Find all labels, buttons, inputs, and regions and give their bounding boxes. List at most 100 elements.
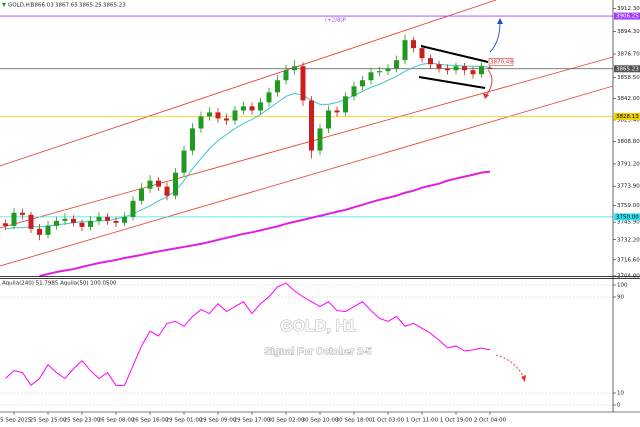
price-tag-label: 3870.49 (490, 60, 513, 66)
symbol-title: GOLD,H1 (8, 3, 33, 9)
y-tick-label: 3912.30 (617, 6, 640, 12)
candle-body (232, 110, 238, 121)
candle-body (292, 66, 297, 71)
header-high: 3867.65 (55, 3, 78, 9)
y-tick-label: 3745.90 (617, 220, 640, 226)
candle-body (190, 128, 195, 151)
candle-body (479, 66, 484, 75)
x-tick-label: 1 Oct 11:00 (406, 418, 439, 424)
y-tick-label: 90 (617, 295, 624, 301)
candle-body (96, 216, 102, 221)
candle-body (385, 68, 391, 72)
price-tag (488, 58, 514, 66)
x-tick-label: 30 Sep 18:00 (336, 418, 373, 424)
price-tag-label: 3750.00 (616, 214, 639, 220)
level-note: (+2/8)P (325, 18, 347, 24)
price-tag-label: 3828.13 (616, 114, 639, 120)
y-tick-label: 3858.50 (617, 75, 640, 81)
x-tick-label: 29 Sep 01:00 (166, 418, 203, 424)
candle-body (45, 225, 51, 235)
channel-upper (0, 0, 497, 167)
candle-body (181, 150, 187, 173)
y-tick-label: 3704.00 (617, 274, 640, 280)
watermark: GOLD, H1 (280, 318, 356, 335)
candle-body (173, 172, 178, 196)
y-tick-label: 3716.60 (617, 257, 640, 263)
header-close: 3865.23 (103, 3, 126, 9)
x-tick-label: 26 Sep 16:00 (132, 418, 169, 424)
triangle-upper (420, 45, 489, 63)
arrow-up-head (497, 18, 503, 24)
candle-body (224, 118, 229, 121)
candle-body (377, 71, 382, 73)
indicator-arrow-head (521, 375, 526, 382)
x-tick-label: 25 Sep 15:00 (30, 418, 67, 424)
y-tick-label: 100 (617, 283, 628, 289)
candle-body (309, 100, 314, 151)
candle-body (368, 72, 374, 81)
candle-body (79, 222, 85, 227)
channel-middle (0, 56, 614, 229)
candle-body (71, 218, 76, 223)
price-tag-label: 3906.25 (616, 14, 639, 20)
moving-average (39, 170, 491, 277)
candle-body (258, 102, 263, 111)
candle-body (139, 188, 144, 201)
x-tick-label: 25 Sep 2025 (0, 418, 32, 424)
y-tick-label: 3773.90 (617, 184, 640, 190)
candle-body (428, 58, 433, 65)
arrow-down-head (483, 93, 489, 99)
x-tick-label: 30 Sep 02:00 (268, 418, 305, 424)
candle-body (164, 186, 170, 196)
candle-body (300, 66, 306, 101)
channel-lower (0, 85, 614, 267)
y-tick-label: 3894.30 (617, 29, 640, 35)
candle-body (105, 216, 110, 221)
candle-body (122, 216, 127, 223)
header-open: 3866.03 (31, 3, 54, 9)
price-tag (614, 65, 640, 73)
candle-body (470, 70, 476, 75)
indicator-line (5, 282, 491, 387)
arrow-up (489, 21, 501, 53)
price-tag (614, 213, 640, 221)
candle-body (88, 220, 93, 227)
candle-body (207, 112, 212, 117)
y-tick-label: 3732.20 (617, 237, 640, 243)
candle-body (20, 212, 25, 215)
candle-body (266, 92, 272, 103)
candle-body (487, 67, 493, 69)
marks (0, 15, 613, 406)
candle-body (3, 223, 8, 226)
candle-body (241, 106, 246, 111)
signal-subtitle: Signal For October 2-5 (264, 347, 372, 358)
price-tag (614, 112, 640, 120)
candle-body (334, 110, 340, 113)
candle-body (283, 70, 289, 81)
candle-body (402, 40, 408, 61)
candle-body (445, 68, 450, 71)
header-low: 3865.25 (79, 3, 102, 9)
x-tick-label: 29 Sep 09:00 (200, 418, 237, 424)
y-tick-label: 10 (617, 391, 624, 397)
x-tick-label: 1 Oct 03:00 (372, 418, 405, 424)
candle-body (130, 200, 136, 217)
moving-average (5, 62, 491, 230)
y-tick-label: 3825.40 (617, 117, 640, 123)
candle-body (147, 180, 153, 189)
candle-body (37, 228, 42, 235)
candle-body (351, 86, 357, 97)
candle-body (411, 40, 416, 49)
x-tick-label: 25 Sep 23:00 (64, 418, 101, 424)
candle-body (360, 80, 365, 87)
y-tick-label: 3842.00 (617, 96, 640, 102)
x-tick-label: 29 Sep 17:00 (234, 418, 271, 424)
header-icon (2, 3, 6, 7)
candle-body (317, 128, 323, 151)
candle-body (198, 116, 204, 129)
candle-body (249, 106, 255, 111)
candle-body (326, 110, 331, 129)
